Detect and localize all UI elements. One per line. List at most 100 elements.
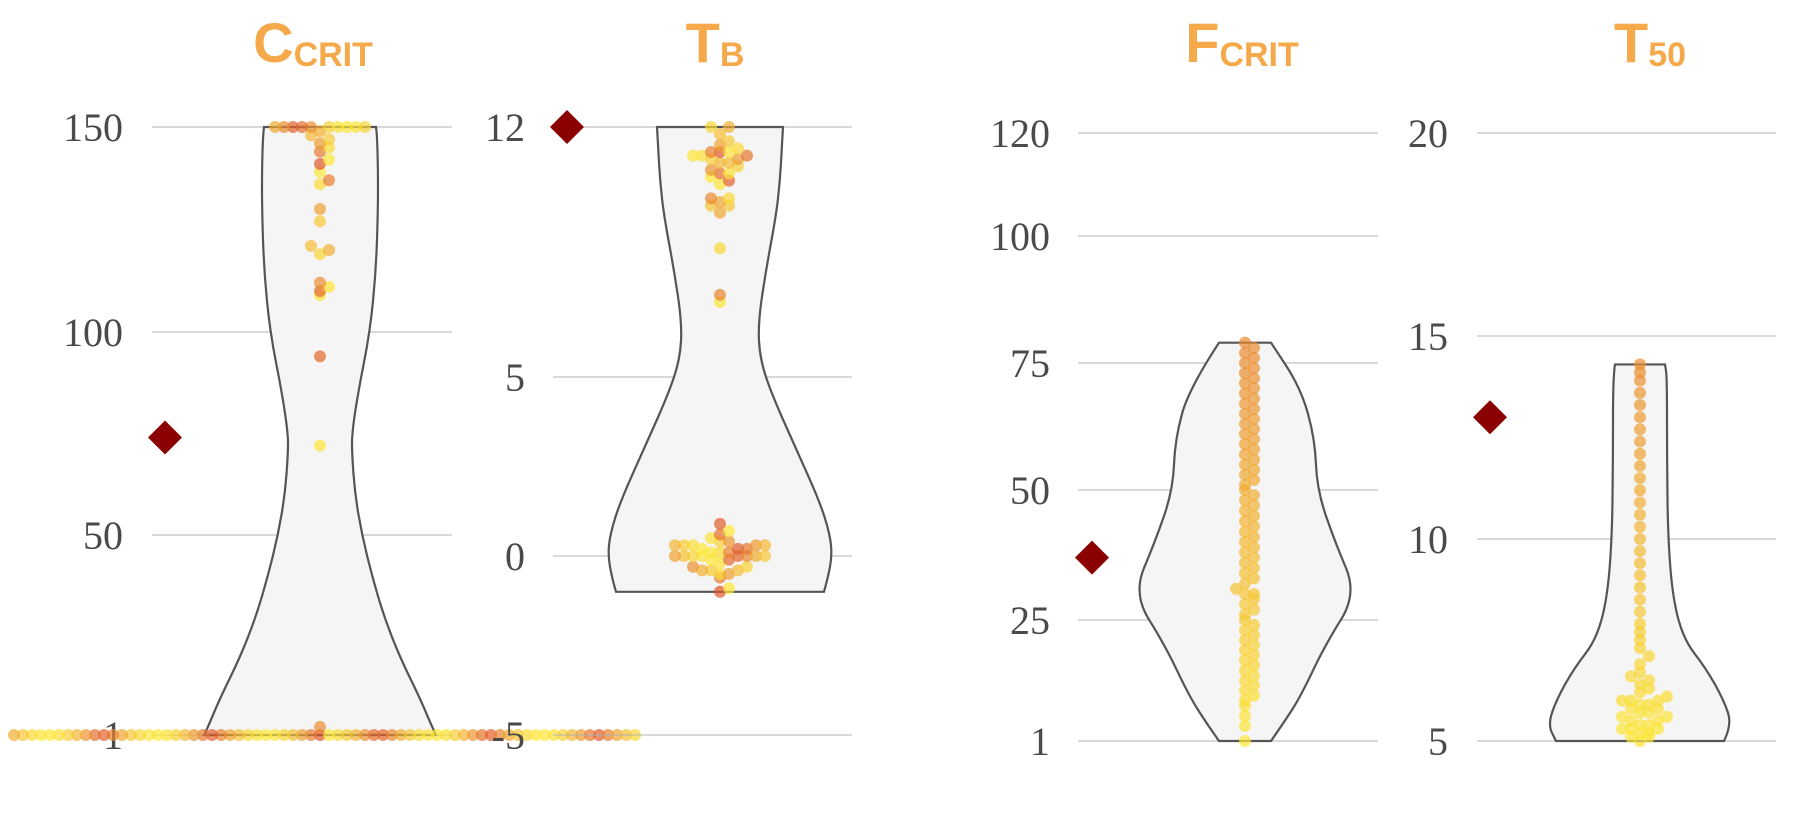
data-point [1248, 341, 1260, 354]
data-point [71, 729, 83, 741]
data-point [669, 539, 681, 552]
data-point [1634, 459, 1646, 472]
data-point [323, 133, 335, 146]
data-point [1634, 718, 1646, 731]
data-point [714, 528, 726, 541]
data-point [1248, 392, 1260, 405]
y-tick-label: 15 [1408, 314, 1448, 359]
data-point [1239, 357, 1251, 369]
data-point [116, 729, 128, 741]
data-point [494, 729, 506, 741]
data-point [1634, 447, 1646, 460]
y-tick-label: 5 [505, 355, 525, 400]
data-point [1248, 382, 1260, 395]
data-point [714, 567, 726, 580]
data-point [440, 729, 452, 741]
data-point [1239, 634, 1251, 647]
y-tick-label: 10 [1408, 517, 1448, 562]
data-point [278, 729, 290, 741]
data-point [98, 729, 110, 741]
data-point [723, 546, 735, 559]
data-point [1239, 478, 1251, 491]
data-point [1239, 674, 1251, 687]
data-point [1248, 629, 1260, 642]
data-point [431, 729, 443, 741]
data-point [1239, 346, 1251, 359]
data-point [1248, 412, 1260, 425]
data-point [1239, 735, 1251, 747]
data-point [359, 729, 371, 741]
panel-title: T50 [1614, 11, 1686, 74]
data-point [1634, 411, 1646, 424]
data-point [1248, 572, 1260, 585]
data-point [669, 550, 681, 562]
data-point [314, 276, 326, 289]
data-point [1634, 678, 1646, 691]
panel-title-subscript: CRIT [1219, 36, 1299, 74]
data-point [723, 535, 735, 548]
data-point [242, 729, 254, 741]
data-point [732, 564, 744, 577]
data-point [723, 567, 735, 580]
data-point [1239, 567, 1251, 580]
data-point [179, 729, 191, 741]
data-point [714, 557, 726, 570]
reference-marker [1075, 540, 1109, 575]
data-point [1248, 541, 1260, 554]
data-point [1625, 670, 1637, 683]
data-point [1634, 423, 1646, 436]
data-point [1239, 494, 1251, 507]
data-point [723, 156, 735, 169]
data-point [1634, 399, 1646, 412]
data-point [404, 729, 416, 741]
data-point [197, 729, 209, 741]
data-point [1248, 402, 1260, 415]
data-point [323, 121, 335, 133]
data-point [1248, 530, 1260, 543]
data-point [314, 145, 326, 158]
panel-title-main: C [253, 11, 293, 74]
reference-marker [1473, 400, 1507, 435]
data-point [1661, 690, 1673, 703]
data-point [1634, 569, 1646, 582]
data-point [1248, 423, 1260, 436]
y-tick-label: 5 [1428, 719, 1448, 764]
data-point [377, 729, 389, 741]
data-point [1248, 453, 1260, 466]
y-tick-label: 20 [1408, 111, 1448, 156]
data-point [687, 539, 699, 552]
data-point [1643, 718, 1655, 731]
data-point [152, 729, 164, 741]
data-point [1248, 510, 1260, 522]
data-point [696, 564, 708, 577]
data-point [723, 167, 735, 180]
y-tick-label: 120 [990, 111, 1050, 156]
data-point [521, 729, 533, 741]
data-point [759, 539, 771, 552]
data-point [723, 135, 735, 148]
data-point [1634, 435, 1646, 448]
data-point [314, 203, 326, 215]
data-point [1248, 689, 1260, 702]
data-point [1634, 605, 1646, 618]
data-point [305, 129, 317, 142]
data-point [1634, 581, 1646, 594]
data-point [1230, 582, 1242, 595]
data-point [705, 192, 717, 205]
data-point [80, 729, 92, 741]
data-point [17, 729, 29, 741]
data-point [1248, 639, 1260, 652]
data-point [1248, 473, 1260, 486]
data-point [705, 532, 717, 545]
violin-body [607, 125, 833, 593]
data-point [687, 149, 699, 162]
data-point [759, 550, 771, 562]
data-point [1239, 367, 1251, 380]
data-point [750, 539, 762, 552]
data-point [1248, 588, 1260, 600]
data-point [278, 121, 290, 133]
data-point [1248, 669, 1260, 682]
data-point [678, 550, 690, 562]
data-point [1239, 654, 1251, 667]
